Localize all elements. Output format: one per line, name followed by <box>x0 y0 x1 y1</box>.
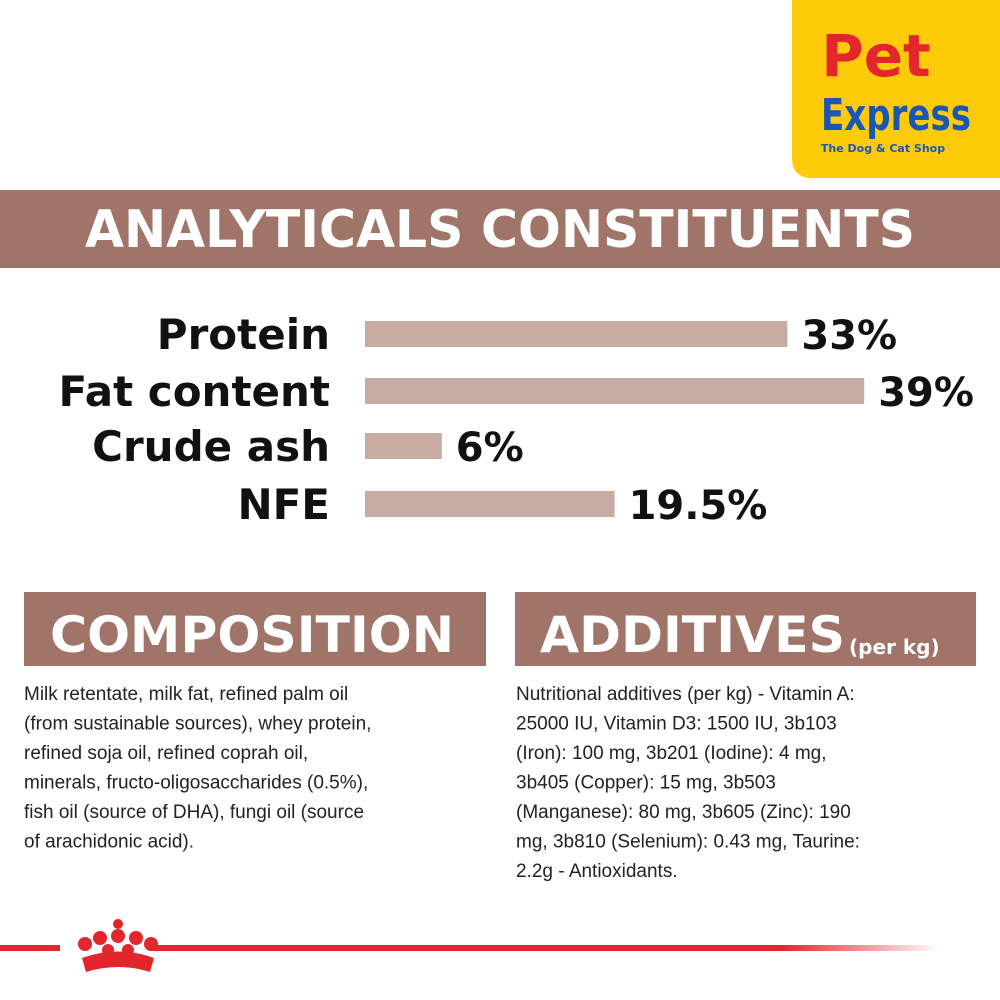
additives-line: 25000 IU, Vitamin D3: 1500 IU, 3b103 <box>516 714 837 735</box>
footer-line-left <box>0 945 60 951</box>
additives-line: 3b405 (Copper): 15 mg, 3b503 <box>516 773 776 794</box>
additives-title-suffix: (per kg) <box>849 635 940 659</box>
category-label: Protein <box>157 310 330 359</box>
logo-tagline: The Dog & Cat Shop <box>821 142 945 155</box>
bar <box>365 321 788 347</box>
composition-line: refined soja oil, refined coprah oil, <box>24 743 308 764</box>
composition-line: of arachidonic acid). <box>24 832 194 853</box>
value-label: 33% <box>801 313 897 359</box>
composition-line: fish oil (source of DHA), fungi oil (sou… <box>24 802 364 823</box>
additives-line: Nutritional additives (per kg) - Vitamin… <box>516 684 855 705</box>
logo-pet: Pet <box>821 22 931 90</box>
additives-title: ADDITIVES <box>540 606 845 664</box>
additives-line: mg, 3b810 (Selenium): 0.43 mg, Taurine: <box>516 832 860 853</box>
bar-chart: Protein 33% Fat content 39% Crude ash 6% NFE 19… <box>59 310 974 529</box>
bar <box>365 433 442 459</box>
logo-background <box>792 0 1000 178</box>
additives-line: (Manganese): 80 mg, 3b605 (Zinc): 190 <box>516 802 851 823</box>
title-band <box>0 190 1000 268</box>
logo-express: Express <box>821 90 971 141</box>
value-label: 6% <box>456 425 524 471</box>
category-label: NFE <box>237 480 330 529</box>
footer-line-right <box>150 945 940 951</box>
composition-band <box>24 592 486 666</box>
paragraphs: Milk retentate, milk fat, refined palm o… <box>24 684 860 882</box>
bar <box>365 491 615 517</box>
additives-line: 2.2g - Antioxidants. <box>516 861 678 882</box>
composition-title: COMPOSITION <box>50 606 454 664</box>
crown-logo <box>78 919 158 972</box>
additives-line: (Iron): 100 mg, 3b201 (Iodine): 4 mg, <box>516 743 827 764</box>
composition-line: Milk retentate, milk fat, refined palm o… <box>24 684 348 705</box>
composition-line: (from sustainable sources), whey protein… <box>24 714 371 735</box>
analytics-title: ANALYTICALS CONSTITUENTS <box>85 200 915 260</box>
category-label: Crude ash <box>92 422 330 471</box>
additives-band <box>515 592 976 666</box>
category-label: Fat content <box>59 367 330 416</box>
value-label: 19.5% <box>629 483 768 529</box>
bar <box>365 378 865 404</box>
composition-line: minerals, fructo-oligosaccharides (0.5%)… <box>24 773 368 794</box>
value-label: 39% <box>878 370 974 416</box>
